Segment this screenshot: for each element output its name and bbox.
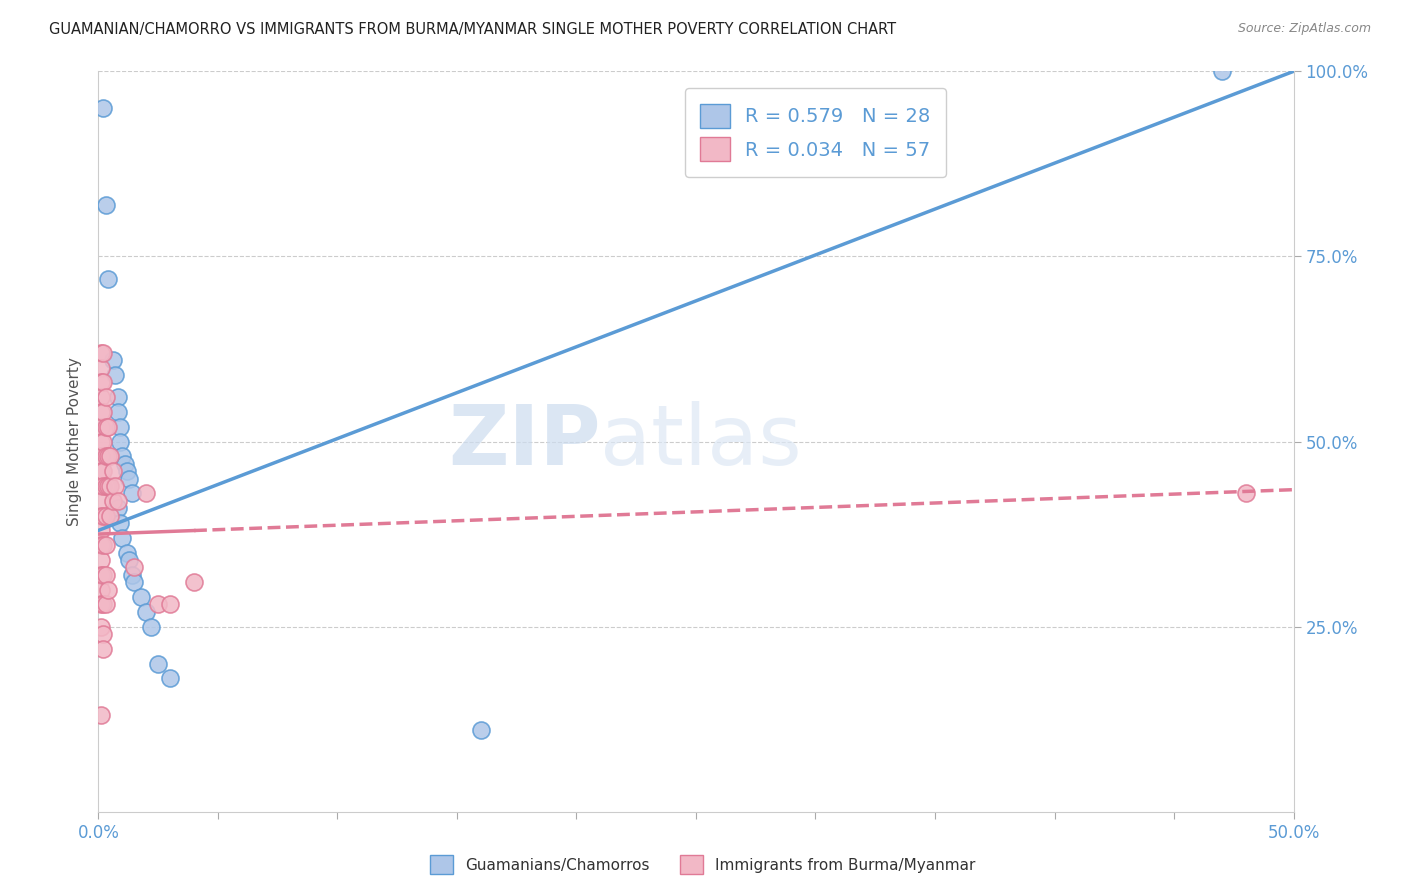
Point xyxy=(108,434,131,449)
Point xyxy=(114,457,136,471)
Point xyxy=(90,619,112,633)
Point xyxy=(90,479,112,493)
Point xyxy=(118,553,141,567)
Point xyxy=(91,508,114,523)
Point xyxy=(98,450,122,464)
Point xyxy=(135,605,157,619)
Point xyxy=(107,390,129,404)
Point xyxy=(91,627,114,641)
Point xyxy=(91,345,114,359)
Point xyxy=(94,598,117,612)
Point xyxy=(91,464,114,478)
Point xyxy=(90,450,112,464)
Point xyxy=(91,102,114,116)
Point xyxy=(121,567,143,582)
Point xyxy=(90,419,112,434)
Point xyxy=(124,575,146,590)
Point xyxy=(91,567,114,582)
Point xyxy=(118,471,141,485)
Point xyxy=(121,486,143,500)
Point xyxy=(91,598,114,612)
Point xyxy=(94,508,117,523)
Point xyxy=(90,390,112,404)
Point xyxy=(115,464,138,478)
Point xyxy=(94,390,117,404)
Point xyxy=(470,723,492,738)
Point xyxy=(90,582,112,597)
Point xyxy=(90,567,112,582)
Point xyxy=(135,486,157,500)
Point xyxy=(94,419,117,434)
Point xyxy=(101,464,124,478)
Point xyxy=(91,479,114,493)
Point xyxy=(90,508,112,523)
Point xyxy=(94,450,117,464)
Point xyxy=(107,405,129,419)
Point xyxy=(97,419,120,434)
Text: ZIP: ZIP xyxy=(449,401,600,482)
Point xyxy=(91,538,114,552)
Point xyxy=(90,553,112,567)
Point xyxy=(108,419,131,434)
Point xyxy=(108,516,131,530)
Point xyxy=(94,567,117,582)
Point xyxy=(90,524,112,538)
Point xyxy=(124,560,146,574)
Point xyxy=(97,479,120,493)
Point xyxy=(159,672,181,686)
Point xyxy=(139,619,162,633)
Point xyxy=(94,538,117,552)
Point xyxy=(91,376,114,390)
Point xyxy=(111,450,134,464)
Point xyxy=(94,479,117,493)
Point xyxy=(97,582,120,597)
Point xyxy=(159,598,181,612)
Point xyxy=(91,641,114,656)
Point xyxy=(90,405,112,419)
Point xyxy=(104,479,127,493)
Point xyxy=(131,590,153,604)
Point xyxy=(91,405,114,419)
Point xyxy=(90,708,112,723)
Point xyxy=(107,493,129,508)
Point xyxy=(90,345,112,359)
Point xyxy=(90,464,112,478)
Point xyxy=(111,531,134,545)
Text: atlas: atlas xyxy=(600,401,801,482)
Point xyxy=(90,538,112,552)
Point xyxy=(101,493,124,508)
Point xyxy=(1211,64,1233,78)
Point xyxy=(97,271,120,285)
Point xyxy=(90,376,112,390)
Text: Source: ZipAtlas.com: Source: ZipAtlas.com xyxy=(1237,22,1371,36)
Text: GUAMANIAN/CHAMORRO VS IMMIGRANTS FROM BURMA/MYANMAR SINGLE MOTHER POVERTY CORREL: GUAMANIAN/CHAMORRO VS IMMIGRANTS FROM BU… xyxy=(49,22,897,37)
Legend: Guamanians/Chamorros, Immigrants from Burma/Myanmar: Guamanians/Chamorros, Immigrants from Bu… xyxy=(425,849,981,880)
Y-axis label: Single Mother Poverty: Single Mother Poverty xyxy=(67,357,83,526)
Point xyxy=(104,368,127,382)
Point xyxy=(90,598,112,612)
Point xyxy=(94,197,117,211)
Legend: R = 0.579   N = 28, R = 0.034   N = 57: R = 0.579 N = 28, R = 0.034 N = 57 xyxy=(685,88,946,177)
Point xyxy=(148,657,170,671)
Point xyxy=(90,360,112,375)
Point xyxy=(115,546,138,560)
Point xyxy=(98,479,122,493)
Point xyxy=(90,434,112,449)
Point xyxy=(97,450,120,464)
Point xyxy=(91,434,114,449)
Point xyxy=(183,575,205,590)
Point xyxy=(148,598,170,612)
Point xyxy=(1234,486,1257,500)
Point xyxy=(107,501,129,516)
Point xyxy=(98,508,122,523)
Point xyxy=(90,493,112,508)
Point xyxy=(101,353,124,368)
